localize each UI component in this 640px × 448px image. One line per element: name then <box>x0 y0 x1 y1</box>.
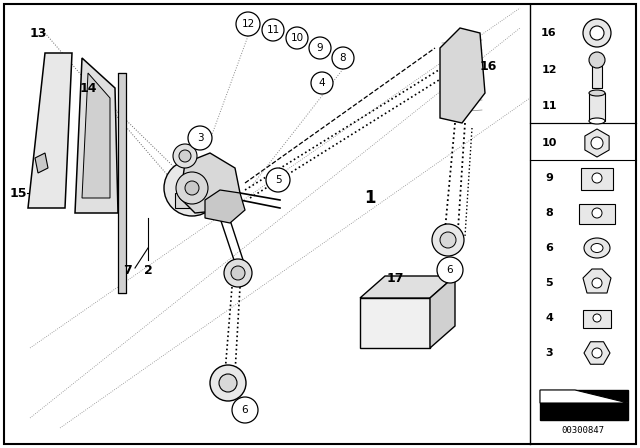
Circle shape <box>179 150 191 162</box>
Circle shape <box>432 224 464 256</box>
Circle shape <box>592 208 602 218</box>
Circle shape <box>589 52 605 68</box>
Text: 00300847: 00300847 <box>561 426 605 435</box>
Polygon shape <box>180 153 240 213</box>
Circle shape <box>332 47 354 69</box>
Circle shape <box>286 27 308 49</box>
Circle shape <box>591 137 603 149</box>
Text: 4: 4 <box>319 78 325 88</box>
Polygon shape <box>583 269 611 293</box>
Text: 5: 5 <box>545 278 553 288</box>
Ellipse shape <box>584 238 610 258</box>
Circle shape <box>173 144 197 168</box>
Polygon shape <box>35 153 48 173</box>
Text: 9: 9 <box>545 173 553 183</box>
Circle shape <box>593 314 601 322</box>
Text: 3: 3 <box>545 348 553 358</box>
Circle shape <box>311 72 333 94</box>
Ellipse shape <box>589 118 605 124</box>
Text: 2: 2 <box>143 263 152 276</box>
Circle shape <box>309 37 331 59</box>
Circle shape <box>232 397 258 423</box>
Text: 6: 6 <box>545 243 553 253</box>
Circle shape <box>592 173 602 183</box>
Text: 6: 6 <box>242 405 248 415</box>
Text: 1: 1 <box>364 189 376 207</box>
Polygon shape <box>585 129 609 157</box>
Circle shape <box>224 259 252 287</box>
Bar <box>589 93 605 121</box>
Circle shape <box>185 181 199 195</box>
Circle shape <box>583 19 611 47</box>
Circle shape <box>210 365 246 401</box>
Polygon shape <box>360 276 455 298</box>
Circle shape <box>266 168 290 192</box>
Text: 13: 13 <box>29 26 47 39</box>
Circle shape <box>590 26 604 40</box>
Text: 12: 12 <box>241 19 255 29</box>
Text: 14: 14 <box>79 82 97 95</box>
Polygon shape <box>440 28 485 123</box>
Bar <box>583 310 611 328</box>
Bar <box>579 204 615 224</box>
Text: 5: 5 <box>275 175 282 185</box>
Text: 9: 9 <box>317 43 323 53</box>
Circle shape <box>164 160 220 216</box>
Polygon shape <box>28 53 72 208</box>
Bar <box>175 193 215 208</box>
Polygon shape <box>584 342 610 364</box>
Polygon shape <box>540 390 628 403</box>
Text: 11: 11 <box>541 101 557 111</box>
Circle shape <box>592 348 602 358</box>
Text: 10: 10 <box>541 138 557 148</box>
Polygon shape <box>82 73 110 198</box>
Text: 7: 7 <box>124 263 132 276</box>
Polygon shape <box>430 276 455 348</box>
Text: 10: 10 <box>291 33 303 43</box>
Circle shape <box>219 374 237 392</box>
Ellipse shape <box>591 244 603 253</box>
Circle shape <box>236 12 260 36</box>
Circle shape <box>437 257 463 283</box>
Text: 6: 6 <box>447 265 453 275</box>
Bar <box>592 66 602 88</box>
Bar <box>360 298 430 348</box>
Circle shape <box>231 266 245 280</box>
Text: 4: 4 <box>545 313 553 323</box>
Bar <box>540 390 628 420</box>
Text: 8: 8 <box>340 53 346 63</box>
Text: 16: 16 <box>479 60 497 73</box>
Text: 3: 3 <box>196 133 204 143</box>
Circle shape <box>176 172 208 204</box>
Circle shape <box>188 126 212 150</box>
Circle shape <box>262 19 284 41</box>
Text: 8: 8 <box>545 208 553 218</box>
Bar <box>581 168 613 190</box>
Polygon shape <box>205 190 245 223</box>
Ellipse shape <box>589 90 605 96</box>
Text: 12: 12 <box>541 65 557 75</box>
Text: 17: 17 <box>387 271 404 284</box>
Text: 11: 11 <box>266 25 280 35</box>
Circle shape <box>592 278 602 288</box>
Circle shape <box>440 232 456 248</box>
Text: 16: 16 <box>541 28 557 38</box>
Polygon shape <box>75 58 118 213</box>
Bar <box>118 73 126 293</box>
Text: 15: 15 <box>9 186 27 199</box>
